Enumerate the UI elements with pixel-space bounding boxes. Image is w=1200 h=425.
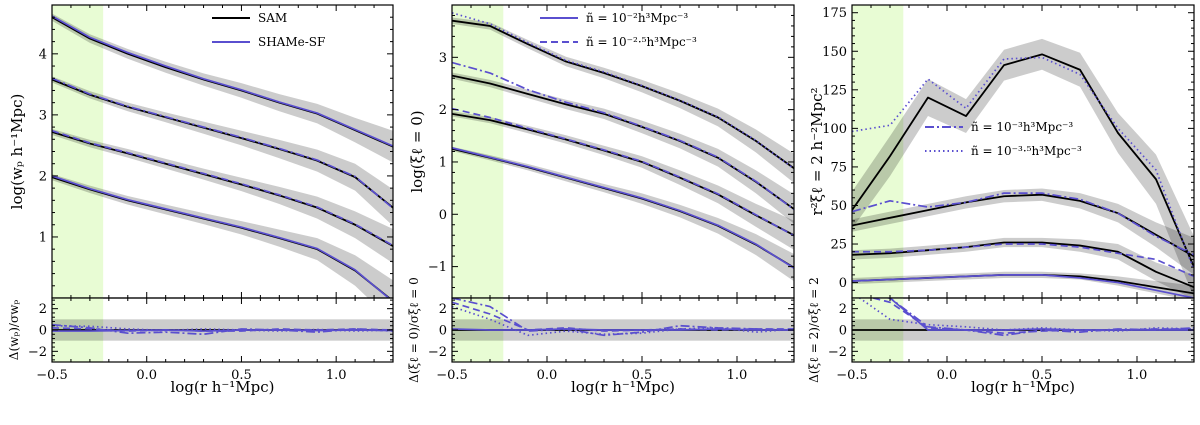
y-tick-label: 2 [39, 169, 47, 184]
series-line [452, 147, 794, 269]
y-tick-label: 150 [822, 45, 847, 60]
series-line [883, 298, 1194, 331]
error-band [852, 38, 1194, 298]
x-tick-label: −0.5 [436, 368, 468, 383]
x-tick-label: −0.5 [836, 368, 868, 383]
x-tick-label: 1.0 [1127, 368, 1148, 383]
legend-label: SHAMe-SF [258, 35, 325, 49]
y-tick-label: 2 [839, 302, 847, 317]
series-line [452, 107, 794, 237]
y-tick-label: 100 [822, 122, 847, 137]
panel-xi0-bottom: −2 0 2 −0.5 0.0 0.5 1.0 log(r h⁻¹Mpc) Δ(ξℓ = 0)/… [407, 277, 795, 396]
x-tick-label: 1.0 [727, 368, 748, 383]
excluded-scale-region [852, 5, 904, 298]
y-tick-label: 3 [39, 108, 47, 123]
y-tick-label: 0 [439, 208, 447, 223]
panel-xi2-bottom: −2 0 2 −0.5 0.0 0.5 1.0 log(r h⁻¹Mpc) Δ(ξℓ = 2)/… [807, 277, 1195, 396]
legend-label: ñ = 10⁻³h³Mpc⁻³ [971, 120, 1073, 134]
x-axis-label: log(r h⁻¹Mpc) [571, 378, 675, 396]
plot-area [852, 298, 1194, 362]
y-tick-label: 75 [830, 160, 847, 175]
panel-xi2-top: 0 25 50 75 100 125 150 175 r²ξℓ = 2 h⁻²Mpc² [808, 4, 1195, 299]
legend-label: SAM [258, 11, 287, 25]
legend-left: SAM SHAMe-SF [212, 11, 325, 49]
legend-middle: ñ = 10⁻²h³Mpc⁻³ ñ = 10⁻²·⁵h³Mpc⁻³ [540, 11, 697, 49]
x-tick-label: 0.0 [937, 368, 958, 383]
y-tick-label: 1 [439, 155, 447, 170]
plot-area [852, 5, 1194, 298]
panels: 1 2 3 4 log(wₚ h⁻¹Mpc) −1 0 1 2 3 log(ξℓ = 0) 0 25 50… [7, 4, 1195, 396]
y-tick-label: 0 [439, 324, 447, 339]
error-band [52, 174, 393, 298]
series-line [452, 298, 794, 337]
plot-area [452, 5, 794, 298]
plot-area [52, 5, 393, 298]
x-axis-label: log(r h⁻¹Mpc) [170, 378, 274, 396]
series-line [852, 243, 1194, 278]
error-band [52, 13, 393, 163]
legend-label: ñ = 10⁻²·⁵h³Mpc⁻³ [586, 35, 697, 49]
series-line [52, 129, 393, 247]
series-line [452, 328, 794, 331]
series-line [52, 175, 390, 298]
y-tick-label: 50 [830, 199, 847, 214]
panel-wp-bottom: −2 0 2 −0.5 0.0 0.5 1.0 log(r h⁻¹Mpc) Δ(wₚ)/σwₚ [7, 297, 394, 396]
x-tick-label: 0.0 [136, 368, 157, 383]
y-tick-label: 125 [822, 83, 847, 98]
legends: SAM SHAMe-SF ñ = 10⁻²h³Mpc⁻³ ñ = 10⁻²·⁵h³… [212, 11, 1082, 158]
y-tick-label: 175 [822, 6, 847, 21]
series-line [52, 78, 393, 209]
y-tick-label: −2 [28, 345, 47, 360]
y-tick-label: 2 [439, 302, 447, 317]
plot-area [52, 298, 393, 362]
series-line [452, 305, 794, 337]
y-tick-label: 25 [830, 238, 847, 253]
error-band [852, 237, 1194, 298]
error-band [52, 76, 393, 226]
y-axis-label: log(ξℓ = 0) [408, 110, 426, 192]
x-tick-label: 1.0 [326, 368, 347, 383]
x-tick-label: 0.5 [1032, 368, 1053, 383]
y-tick-label: 2 [439, 103, 447, 118]
y-tick-label: 0 [839, 276, 847, 291]
series-line [452, 19, 794, 169]
series-line [869, 298, 1194, 335]
y-tick-label: 4 [39, 47, 47, 62]
y-tick-label: 2 [39, 302, 47, 317]
y-tick-label: 0 [839, 324, 847, 339]
excluded-scale-region [52, 5, 104, 298]
legend-label: ñ = 10⁻³·⁵h³Mpc⁻³ [971, 144, 1082, 158]
series-line [852, 53, 1194, 268]
y-tick-label: 1 [39, 230, 47, 245]
series-line [852, 192, 1194, 256]
legend-label: ñ = 10⁻²h³Mpc⁻³ [586, 11, 688, 25]
x-tick-label: 0.0 [537, 368, 558, 383]
series-line [52, 329, 393, 332]
panel-xi0-top: −1 0 1 2 3 log(ξℓ = 0) [408, 4, 795, 299]
y-tick-label: −2 [428, 345, 447, 360]
legend-right: ñ = 10⁻³h³Mpc⁻³ ñ = 10⁻³·⁵h³Mpc⁻³ [925, 120, 1082, 158]
y-tick-label: 3 [439, 51, 447, 66]
y-axis-label: Δ(ξℓ = 2)/σξℓ = 2 [807, 277, 821, 383]
x-tick-label: 0.5 [632, 368, 653, 383]
plot-area [452, 298, 794, 362]
series-line [452, 74, 794, 210]
y-tick-label: −2 [828, 345, 847, 360]
series-line [852, 56, 1194, 271]
x-tick-label: 0.5 [231, 368, 252, 383]
y-axis-label: Δ(ξℓ = 0)/σξℓ = 0 [407, 277, 421, 383]
panel-wp-top: 1 2 3 4 log(wₚ h⁻¹Mpc) [8, 4, 394, 299]
x-axis-label: log(r h⁻¹Mpc) [971, 378, 1075, 396]
y-tick-label: −1 [428, 260, 447, 275]
y-axis-label: r²ξℓ = 2 h⁻²Mpc² [808, 87, 826, 215]
y-axis-label: log(wₚ h⁻¹Mpc) [8, 94, 26, 210]
y-axis-label: Δ(wₚ)/σwₚ [7, 300, 21, 361]
series-line [852, 274, 1194, 298]
series-line [52, 15, 393, 147]
x-tick-label: −0.5 [36, 368, 68, 383]
y-tick-label: 0 [39, 324, 47, 339]
